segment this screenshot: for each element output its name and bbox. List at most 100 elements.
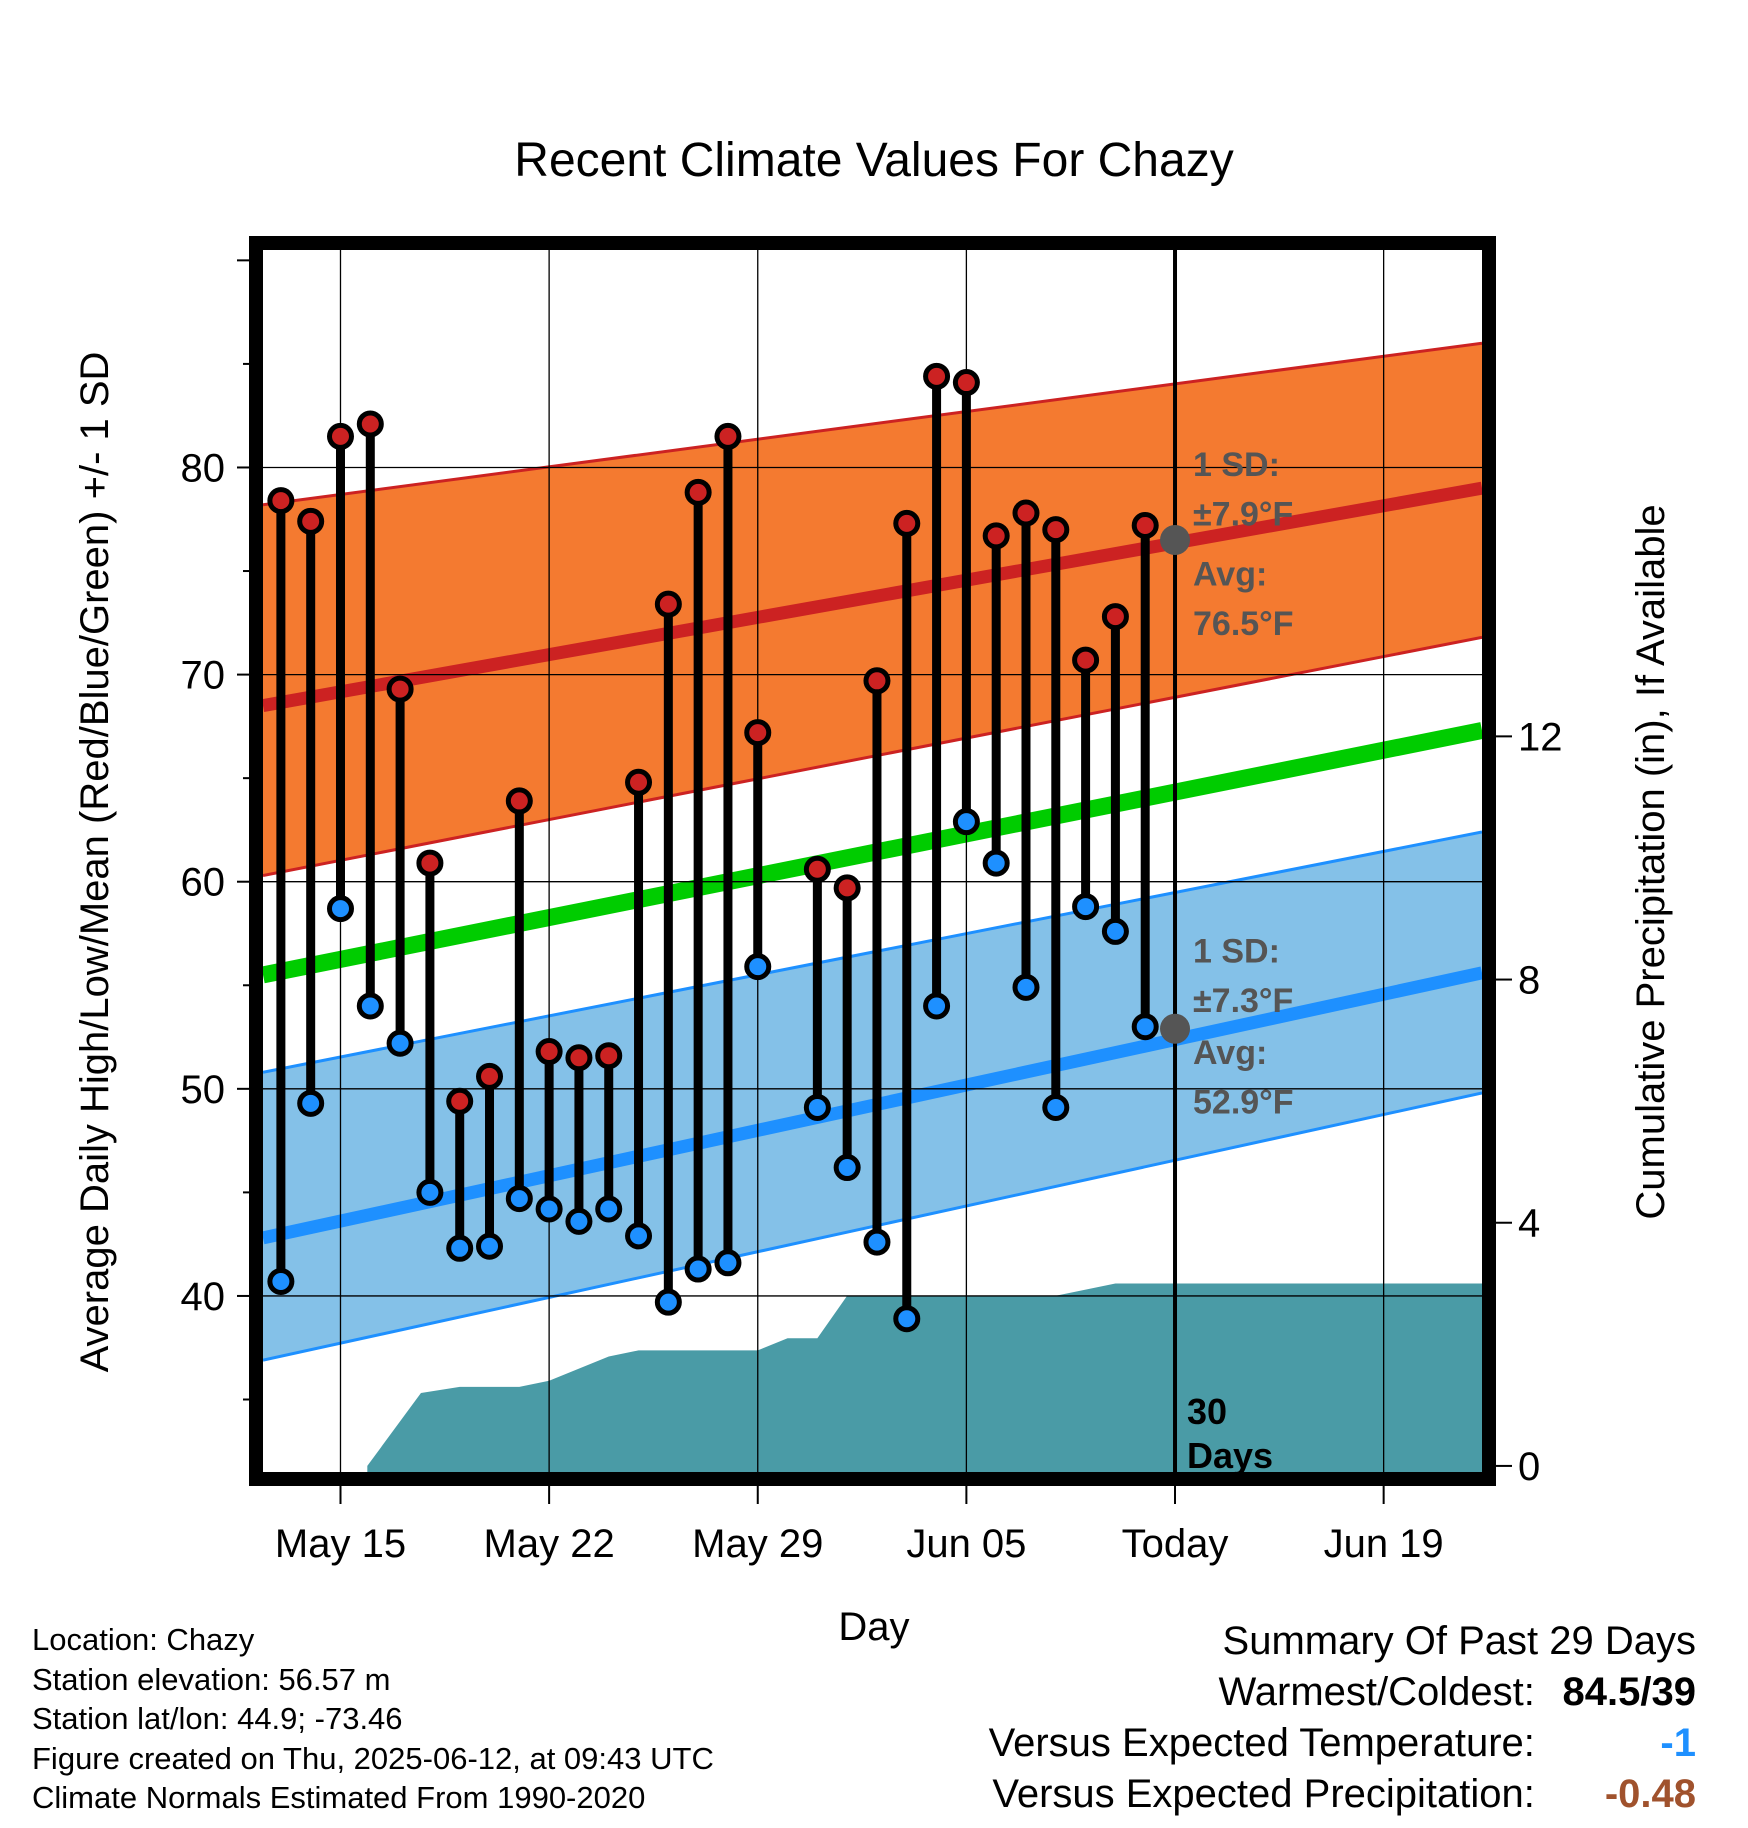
- daily-low-point: [714, 1249, 742, 1277]
- daily-high-point: [535, 1038, 563, 1066]
- high-upper-edge: [263, 341, 1482, 507]
- daily-high-point: [952, 369, 980, 397]
- high-sd-label: 1 SD:: [1193, 446, 1280, 484]
- daily-low-point: [982, 849, 1010, 877]
- warmest-label: Warmest/Coldest:: [1218, 1670, 1535, 1714]
- daily-high-point: [505, 787, 533, 815]
- plot-area: 1 SD: ±7.9°F Avg: 76.5°F 1 SD: ±7.3°F Avg: 52.9…: [263, 250, 1482, 1476]
- plot-frame: [249, 236, 1496, 1486]
- daily-high-point: [654, 590, 682, 618]
- daily-low-point: [356, 992, 384, 1020]
- daily-low-point: [1012, 973, 1040, 1001]
- daily-low-point: [952, 808, 980, 836]
- precip-label: Versus Expected Precipitation:: [992, 1772, 1535, 1816]
- window-days-label: Days: [1187, 1435, 1273, 1476]
- daily-high-point: [893, 509, 921, 537]
- daily-low-point: [1072, 893, 1100, 921]
- daily-high-point: [1072, 646, 1100, 674]
- summary-title: Summary Of Past 29 Days: [1222, 1619, 1696, 1663]
- daily-high-point: [476, 1062, 504, 1090]
- high-sd-value: ±7.9°F: [1193, 495, 1293, 533]
- y-tick-label: 60: [181, 861, 226, 905]
- daily-low-point: [446, 1234, 474, 1262]
- daily-low-point: [893, 1305, 921, 1333]
- daily-low-point: [326, 895, 354, 923]
- daily-high-point: [744, 719, 772, 747]
- temp-label: Versus Expected Temperature:: [988, 1721, 1535, 1765]
- daily-high-point: [684, 478, 712, 506]
- daily-high-point: [595, 1042, 623, 1070]
- daily-low-point: [863, 1228, 891, 1256]
- daily-low-point: [1042, 1093, 1070, 1121]
- y2-tick-label: 8: [1518, 959, 1540, 1003]
- temp-value: -1: [1660, 1721, 1696, 1765]
- x-tick-label: Jun 05: [906, 1522, 1026, 1566]
- high-avg-marker: [1160, 524, 1191, 555]
- x-tick-label: May 15: [275, 1522, 406, 1566]
- daily-low-point: [565, 1207, 593, 1235]
- daily-high-point: [356, 410, 384, 438]
- daily-low-point: [1131, 1013, 1159, 1041]
- daily-low-point: [1101, 917, 1129, 945]
- y2-tick-label: 0: [1518, 1445, 1540, 1489]
- y-tick-label: 50: [181, 1068, 226, 1112]
- daily-low-point: [684, 1255, 712, 1283]
- daily-high-point: [625, 768, 653, 796]
- y-tick-label: 80: [181, 446, 226, 490]
- x-tick-label: Jun 19: [1324, 1522, 1444, 1566]
- window-days-number: 30: [1187, 1391, 1227, 1432]
- x-tick-label: Today: [1122, 1522, 1229, 1566]
- daily-high-point: [297, 507, 325, 535]
- daily-high-point: [1131, 511, 1159, 539]
- daily-high-point: [863, 667, 891, 695]
- normals-text: Climate Normals Estimated From 1990-2020: [32, 1780, 646, 1815]
- summary-panel: Summary Of Past 29 Days Warmest/Coldest:…: [989, 1616, 1696, 1820]
- daily-low-point: [595, 1195, 623, 1223]
- daily-low-point: [654, 1288, 682, 1316]
- daily-low-point: [833, 1154, 861, 1182]
- x-tick-label: May 22: [484, 1522, 615, 1566]
- daily-high-point: [416, 849, 444, 877]
- elevation-text: Station elevation: 56.57 m: [32, 1661, 391, 1697]
- warmest-value: 84.5/39: [1562, 1670, 1696, 1714]
- location-text: Location: Chazy: [32, 1622, 255, 1657]
- daily-high-point: [1042, 516, 1070, 544]
- station-info: Location: Chazy Station elevation: 56.57…: [32, 1620, 714, 1818]
- daily-low-point: [505, 1185, 533, 1213]
- y-tick-label: 40: [181, 1275, 226, 1319]
- daily-high-point: [446, 1087, 474, 1115]
- high-avg-value: 76.5°F: [1193, 605, 1294, 643]
- daily-low-point: [297, 1089, 325, 1117]
- daily-high-point: [923, 362, 951, 390]
- y2-tick-label: 12: [1518, 715, 1563, 759]
- x-axis-label: Day: [838, 1605, 909, 1649]
- summary-warmest-row: Warmest/Coldest: 84.5/39: [989, 1667, 1697, 1718]
- summary-temp-row: Versus Expected Temperature: -1: [989, 1718, 1696, 1769]
- daily-high-point: [326, 422, 354, 450]
- chart-title: Recent Climate Values For Chazy: [514, 134, 1233, 187]
- daily-low-point: [416, 1178, 444, 1206]
- latlon-text: Station lat/lon: 44.9; -73.46: [32, 1701, 403, 1736]
- high-normal-line: [263, 481, 1482, 713]
- daily-high-point: [714, 422, 742, 450]
- y2-tick-label: 4: [1518, 1202, 1540, 1246]
- daily-low-point: [267, 1267, 295, 1295]
- daily-high-point: [386, 675, 414, 703]
- daily-low-point: [625, 1222, 653, 1250]
- daily-high-point: [833, 874, 861, 902]
- daily-high-point: [267, 487, 295, 515]
- daily-high-point: [803, 855, 831, 883]
- daily-high-point: [565, 1044, 593, 1072]
- daily-high-point: [1101, 603, 1129, 631]
- daily-high-point: [1012, 499, 1040, 527]
- low-avg-value: 52.9°F: [1193, 1084, 1294, 1122]
- y2-axis-label: Cumulative Precipitation (in), If Availa…: [1629, 504, 1673, 1219]
- precip-area: [367, 1283, 1482, 1472]
- daily-low-point: [744, 953, 772, 981]
- high-sd-band: [263, 343, 1482, 876]
- y-axis-label: Average Daily High/Low/Mean (Red/Blue/Gr…: [73, 352, 117, 1373]
- daily-low-point: [535, 1195, 563, 1223]
- precip-value: -0.48: [1604, 1772, 1696, 1816]
- summary-precip-row: Versus Expected Precipitation: -0.48: [989, 1769, 1696, 1820]
- daily-high-point: [982, 522, 1010, 550]
